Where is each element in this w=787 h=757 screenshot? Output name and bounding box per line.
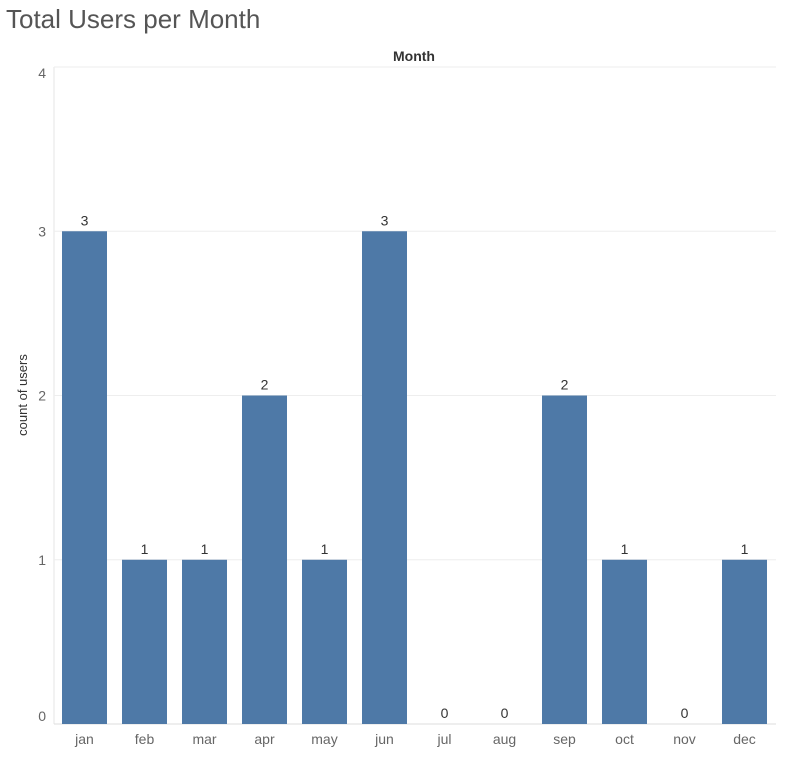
data-label-may: 1 [321, 541, 329, 557]
y-tick-label: 4 [38, 65, 46, 81]
bar-sep [542, 395, 587, 724]
y-tick-label: 2 [38, 388, 46, 404]
x-tick-label-jul: jul [436, 731, 451, 747]
x-tick-label-mar: mar [192, 731, 216, 747]
y-axis-label: count of users [15, 354, 30, 436]
data-label-oct: 1 [621, 541, 629, 557]
y-tick-label: 1 [38, 552, 46, 568]
data-label-mar: 1 [201, 541, 209, 557]
data-label-nov: 0 [681, 705, 689, 721]
x-tick-label-jun: jun [374, 731, 394, 747]
x-tick-label-sep: sep [553, 731, 576, 747]
bar-mar [182, 559, 227, 724]
x-tick-label-may: may [311, 731, 337, 747]
x-tick-label-oct: oct [615, 731, 634, 747]
y-axis: 0 1 2 3 4 [38, 65, 46, 724]
data-label-aug: 0 [501, 705, 509, 721]
x-axis: jan feb mar apr may jun jul aug sep oct nov dec [74, 731, 756, 747]
gridlines [53, 66, 776, 725]
data-labels: 3 1 1 2 1 3 0 0 2 1 0 1 [81, 212, 749, 721]
y-tick-label: 0 [38, 708, 46, 724]
data-label-sep: 2 [561, 377, 569, 393]
bars [62, 231, 767, 724]
bar-dec [722, 559, 767, 724]
x-tick-label-dec: dec [733, 731, 756, 747]
x-tick-label-jan: jan [74, 731, 94, 747]
x-tick-label-aug: aug [493, 731, 516, 747]
bar-oct [602, 559, 647, 724]
bar-jun [362, 231, 407, 724]
data-label-jun: 3 [381, 212, 389, 228]
x-tick-label-feb: feb [135, 731, 155, 747]
chart-title: Total Users per Month [6, 4, 261, 34]
data-label-apr: 2 [261, 377, 269, 393]
data-label-jul: 0 [441, 705, 449, 721]
bar-may [302, 559, 347, 724]
bar-feb [122, 559, 167, 724]
bar-jan [62, 231, 107, 724]
x-tick-label-nov: nov [673, 731, 696, 747]
bar-apr [242, 395, 287, 724]
data-label-dec: 1 [741, 541, 749, 557]
data-label-jan: 3 [81, 212, 89, 228]
y-tick-label: 3 [38, 223, 46, 239]
x-axis-header: Month [393, 48, 435, 64]
data-label-feb: 1 [141, 541, 149, 557]
x-tick-label-apr: apr [254, 731, 275, 747]
